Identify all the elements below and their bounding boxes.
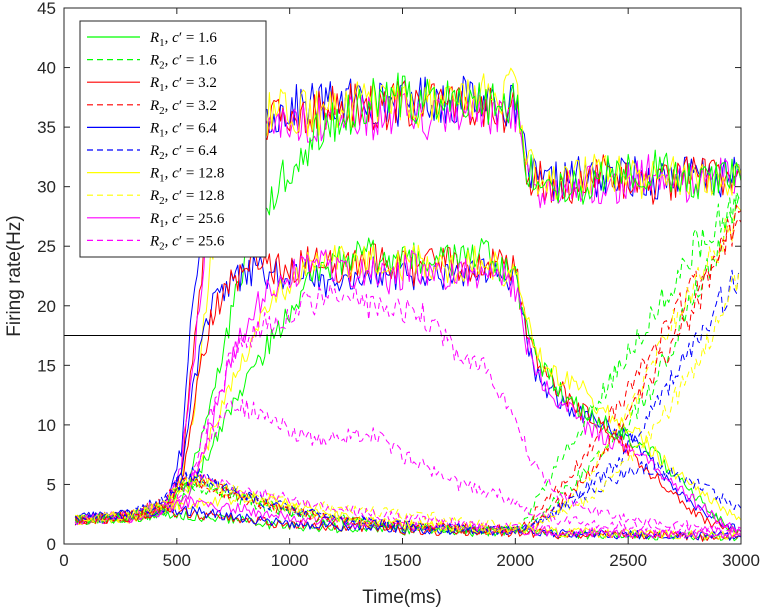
series-line [74,505,741,541]
legend-entry: R1, c′ = 3.2 [149,75,217,94]
series-layer [74,67,741,542]
y-tick-label: 35 [37,118,56,137]
y-axis-label: Firing rate(Hz) [4,215,25,336]
legend: R1, c′ = 1.6 R2, c′ = 1.6 R1, c′ = 3.2 R2, … [79,20,267,258]
series-line [74,509,741,542]
x-axis-label: Time(ms) [362,587,442,608]
legend-entry: R2, c′ = 1.6 [149,53,217,72]
legend-entry: R2, c′ = 6.4 [149,143,217,162]
series-line [74,204,741,535]
legend-entry: R1, c′ = 25.6 [149,211,225,230]
x-tick-label: 1500 [384,551,422,570]
legend-entry: R2, c′ = 3.2 [149,98,217,117]
series-line [75,269,741,536]
x-tick-label: 2500 [609,551,647,570]
series-line [74,244,741,525]
legend-entry: R1, c′ = 1.6 [149,30,217,49]
x-tick-label: 0 [59,551,68,570]
x-tick-label: 500 [163,551,191,570]
legend-entry: R2, c′ = 12.8 [149,188,224,207]
series-line [74,249,741,533]
series-line [74,75,741,524]
y-tick-label: 0 [47,535,56,554]
x-tick-label: 1000 [271,551,309,570]
x-tick-label: 3000 [722,551,760,570]
y-tick-label: 45 [37,0,56,18]
legend-entry: R1, c′ = 6.4 [149,120,217,139]
y-tick-label: 10 [37,416,56,435]
y-tick-label: 30 [37,178,56,197]
y-tick-label: 15 [37,356,56,375]
series-line [74,269,741,535]
y-tick-label: 25 [37,237,56,256]
x-tick-label: 2000 [496,551,534,570]
y-tick-label: 40 [37,59,56,78]
legend-entry: R2, c′ = 25.6 [149,233,225,252]
legend-entry: R1, c′ = 12.8 [149,166,224,185]
ticks-layer: 0 500 1000 1500 2000 2500 3000 0 5 10 15 20 25 30 35 40… [37,0,760,570]
y-tick-label: 20 [37,297,56,316]
y-tick-label: 5 [47,475,56,494]
series-line [74,72,741,524]
